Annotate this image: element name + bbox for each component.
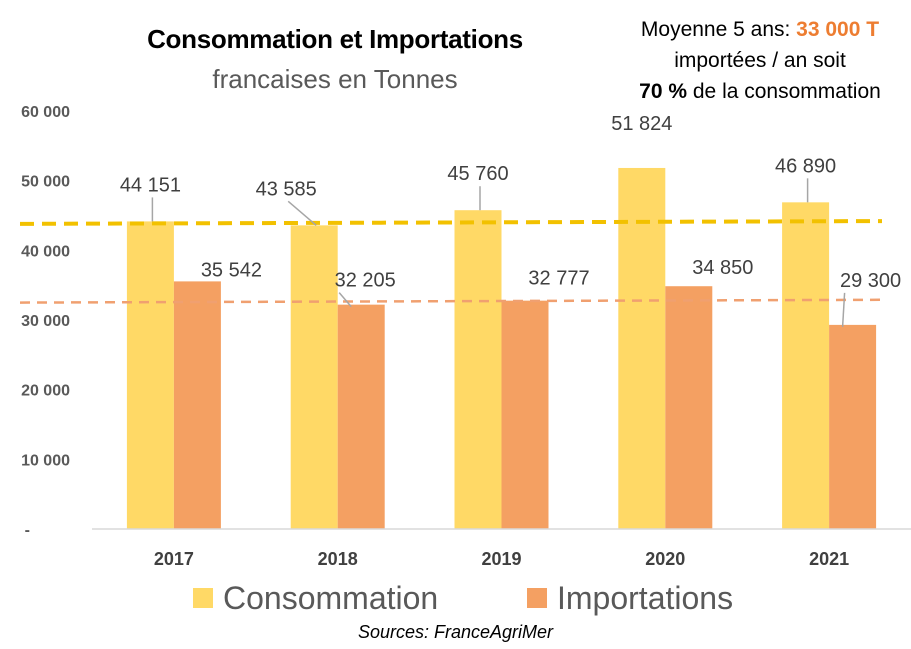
x-tick-label-2017: 2017 xyxy=(154,549,194,569)
axes-layer: 2017 2018 2019 2020 2021 - 10 000 20 000 30 000 4… xyxy=(21,104,911,569)
y-tick-label-3: 30 000 xyxy=(21,313,70,330)
note-line-3: 70 % de la consommation xyxy=(610,76,910,107)
trendline-consommation xyxy=(19,219,883,226)
note-suffix: de la consommation xyxy=(687,80,881,103)
bar-consommation-2019 xyxy=(454,210,502,530)
bar-importations-2021 xyxy=(829,324,877,529)
data-label-importations-2019: 32 777 xyxy=(528,268,589,290)
x-tick-label-2020: 2020 xyxy=(645,549,685,569)
data-label-consommation-2020: 51 824 xyxy=(611,113,672,135)
data-label-consommation-2021: 46 890 xyxy=(775,155,836,177)
note-line-2: importées / an soit xyxy=(674,49,846,72)
note-average-value: 33 000 T xyxy=(796,18,880,41)
bar-importations-2017 xyxy=(173,281,221,529)
bar-consommation-2017 xyxy=(126,221,174,529)
data-label-consommation-2019: 45 760 xyxy=(447,163,508,185)
x-tick-label-2018: 2018 xyxy=(318,549,358,569)
bars-layer xyxy=(126,167,877,530)
data-label-importations-2017: 35 542 xyxy=(201,259,262,281)
y-tick-label-4: 40 000 xyxy=(21,243,70,260)
y-tick-label-2: 20 000 xyxy=(21,383,70,400)
bar-consommation-2021 xyxy=(782,202,830,529)
y-tick-label-6: 60 000 xyxy=(21,104,70,121)
data-label-consommation-2018: 43 585 xyxy=(256,178,317,200)
y-tick-label-5: 50 000 xyxy=(21,174,70,191)
data-label-consommation-2017: 44 151 xyxy=(120,174,181,196)
leader-line-2021-1 xyxy=(841,292,846,327)
legend-label-importations: Importations xyxy=(557,580,733,616)
data-labels-layer: 44 151 35 542 43 585 32 205 45 760 32 777 51 8… xyxy=(120,113,901,327)
data-label-importations-2018: 32 205 xyxy=(335,270,396,292)
trendlines-layer xyxy=(19,219,883,304)
average-note: Moyenne 5 ans: 33 000 T importées / an s… xyxy=(610,14,910,107)
legend: Consommation Importations xyxy=(193,580,733,616)
data-label-importations-2020: 34 850 xyxy=(692,257,753,279)
data-label-importations-2021: 29 300 xyxy=(840,270,901,292)
note-line-1: Moyenne 5 ans: 33 000 T xyxy=(610,14,910,45)
bar-importations-2019 xyxy=(501,300,549,529)
source-note: Sources: FranceAgriMer xyxy=(357,622,554,642)
leader-line-2018-0 xyxy=(287,200,317,226)
y-tick-label-0: - xyxy=(25,522,30,539)
bar-importations-2018 xyxy=(337,304,385,529)
bar-consommation-2020 xyxy=(618,167,666,529)
chart-title: Consommation et Importations xyxy=(147,24,523,54)
x-tick-label-2021: 2021 xyxy=(809,549,849,569)
note-prefix: Moyenne 5 ans: xyxy=(640,18,797,41)
chart-subtitle: francaises en Tonnes xyxy=(212,64,458,94)
x-tick-label-2019: 2019 xyxy=(481,549,521,569)
trendline-importations xyxy=(19,298,883,304)
legend-swatch-importations xyxy=(527,588,547,608)
leader-line-2018-1 xyxy=(338,292,352,308)
bar-importations-2020 xyxy=(665,286,713,529)
y-tick-label-1: 10 000 xyxy=(21,452,70,469)
note-percent-value: 70 % xyxy=(639,80,688,103)
legend-label-consommation: Consommation xyxy=(223,580,438,616)
bar-consommation-2018 xyxy=(290,225,338,529)
legend-swatch-consommation xyxy=(193,588,213,608)
